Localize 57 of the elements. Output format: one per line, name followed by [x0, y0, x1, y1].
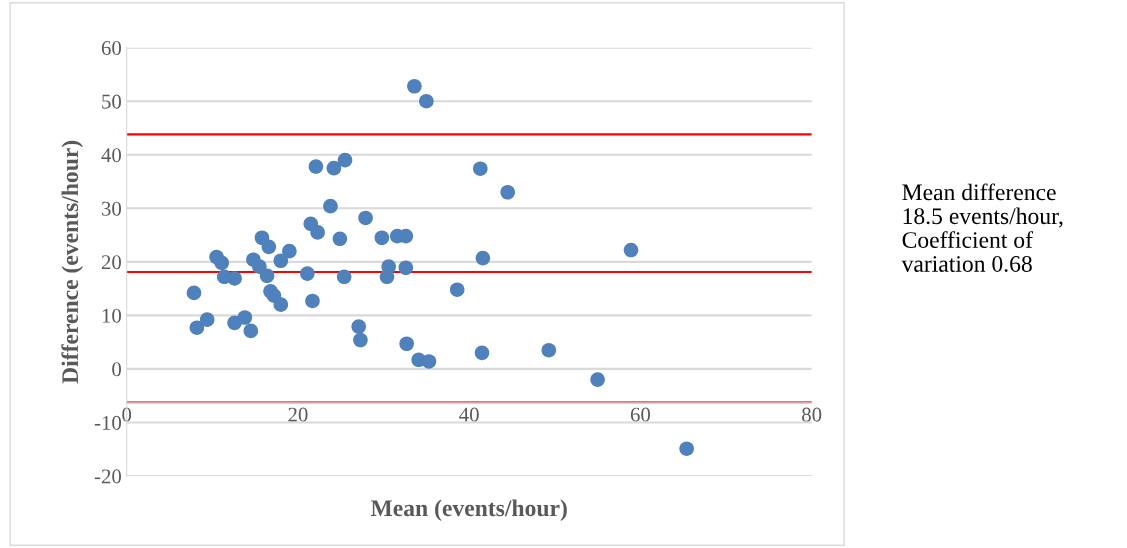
- point: [323, 198, 338, 214]
- point: [259, 268, 275, 284]
- point: [300, 266, 315, 281]
- x-tick-label: 60: [630, 407, 651, 422]
- y-tick-label: 0: [112, 362, 122, 377]
- point: [186, 285, 202, 301]
- point: [358, 210, 373, 226]
- point: [261, 239, 277, 255]
- point: [273, 297, 289, 312]
- y-tick-label: 60: [101, 41, 122, 56]
- x-tick-label: 40: [459, 407, 479, 422]
- point: [336, 269, 352, 285]
- point: [332, 231, 348, 247]
- point: [374, 230, 390, 246]
- x-axis-title: Mean (events/hour): [370, 499, 567, 521]
- y-axis-title: Difference (events/hour): [61, 140, 83, 384]
- point: [214, 255, 230, 271]
- point: [189, 320, 205, 335]
- point: [273, 253, 289, 269]
- point: [282, 243, 297, 259]
- y-tick-label: 30: [101, 201, 122, 216]
- y-tick-label: 50: [102, 94, 122, 109]
- point: [305, 293, 320, 309]
- point: [679, 441, 694, 456]
- y-tick-label: -10: [94, 415, 122, 430]
- point: [421, 354, 437, 369]
- point: [308, 159, 324, 174]
- point: [500, 184, 515, 200]
- point: [353, 332, 368, 348]
- point: [351, 319, 367, 334]
- point: [398, 260, 414, 276]
- point: [473, 161, 488, 176]
- point: [227, 271, 242, 286]
- point: [541, 342, 557, 358]
- point: [237, 310, 253, 325]
- point: [199, 312, 215, 327]
- point: [590, 372, 605, 387]
- point: [337, 152, 353, 168]
- y-tick-label: 20: [101, 255, 122, 270]
- point: [623, 242, 639, 258]
- point: [399, 336, 414, 352]
- point: [407, 78, 422, 94]
- text: Mean difference 18.5 events/hour, Coefficient of variation 0.68: [901, 183, 1063, 272]
- point: [474, 345, 490, 361]
- y-tick-label: 10: [102, 308, 122, 323]
- y-tick-label: 40: [101, 148, 122, 163]
- point: [243, 323, 259, 339]
- point: [379, 269, 395, 285]
- x-tick-label: 80: [802, 407, 822, 422]
- x-tick-label: 20: [288, 407, 308, 422]
- point: [310, 225, 325, 240]
- point: [475, 250, 491, 266]
- point: [449, 282, 465, 297]
- point: [326, 160, 342, 176]
- y-tick-label: -20: [94, 469, 122, 484]
- point: [419, 93, 434, 109]
- x-tick-label: 0: [122, 407, 132, 422]
